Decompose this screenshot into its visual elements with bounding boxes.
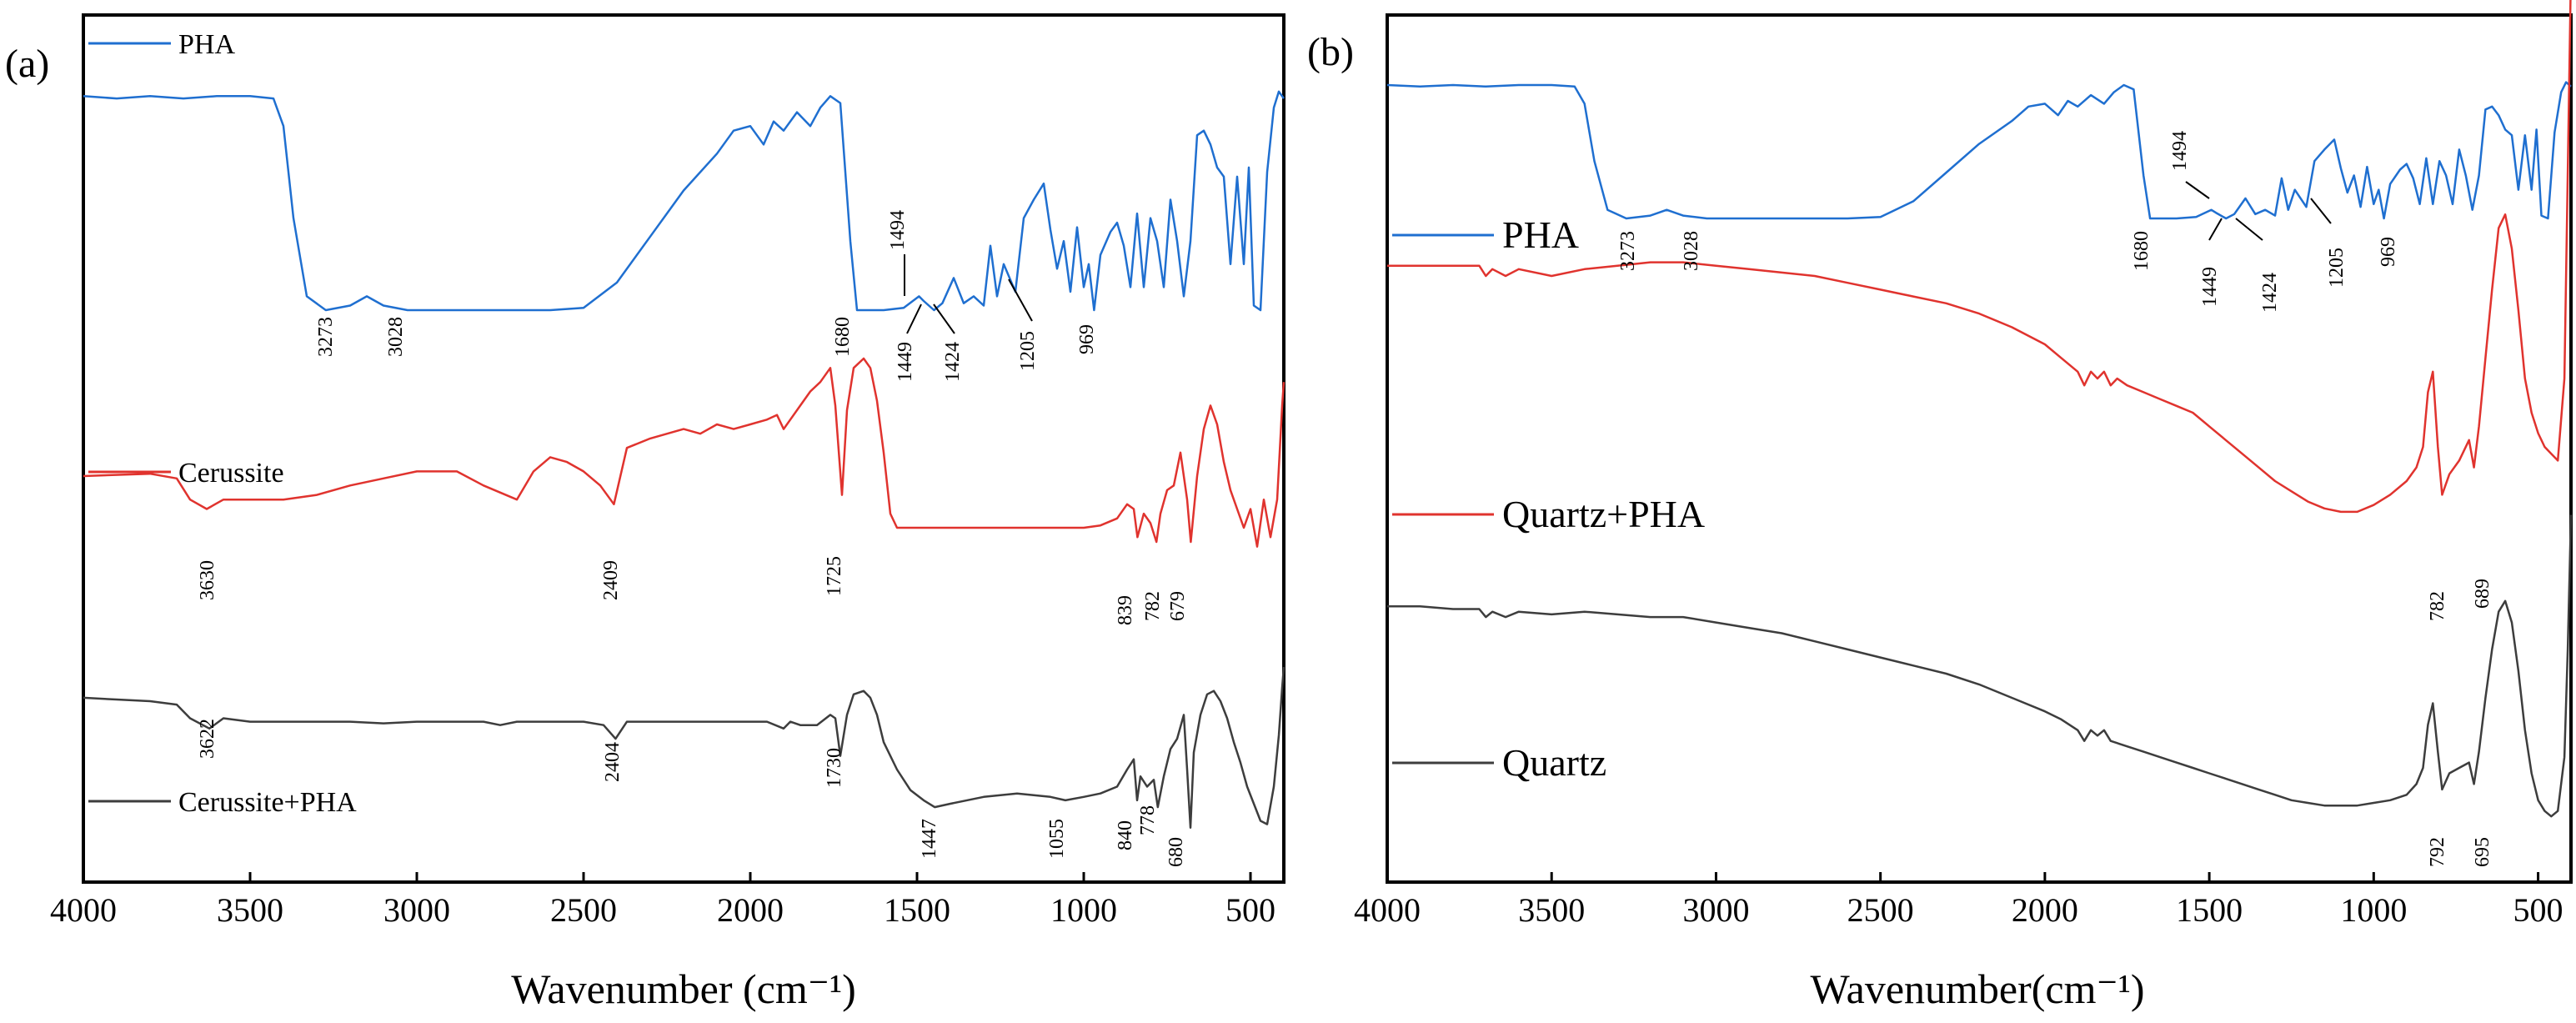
x-tick-label-a-3000: 3000 [383,891,450,929]
legend-label-pha-a: PHA [178,29,235,60]
series-group-a [83,90,1285,829]
panel-label-a: (a) [5,42,49,86]
x-axis-title-b: Wavenumber(cm⁻¹) [1810,965,2144,1012]
ann-a-cerussite-2409: 2409 [600,560,622,600]
ann-a-pha-3273: 3273 [315,317,337,357]
x-tick-label-a-2000: 2000 [717,891,784,929]
ann-a-cerussite-1725: 1725 [824,556,845,596]
ann-b-pha-3028: 3028 [1681,231,1702,271]
arrow-a-1205 [1008,278,1033,322]
ann-b-pha-1680: 1680 [2131,231,2153,271]
plot-frame-b [1386,13,2573,884]
x-axis-a: 4000 3500 3000 2500 2000 1500 1000 500 [50,872,1275,929]
ann-b-qp-689: 689 [2472,579,2493,609]
arrow-a-1449 [906,303,922,334]
ann-b-pha-1449: 1449 [2199,267,2221,307]
series-line-a-cerussite-pha [83,666,1285,829]
x-tick-label-b-2500: 2500 [1847,891,1914,929]
legend-label-quartz-pha-b: Quartz+PHA [1502,493,1705,535]
ann-a-pha-1494: 1494 [887,210,909,250]
ann-b-q-792: 792 [2427,837,2448,867]
arrow-b-1494 [2185,181,2210,199]
legend-label-pha-b: PHA [1502,213,1579,256]
arrow-b-1449 [2208,218,2223,241]
ann-a-cp-3622: 3622 [197,719,218,759]
x-tick-label-a-4000: 4000 [50,891,117,929]
ann-a-cerussite-679: 679 [1167,591,1189,621]
legend-label-cerussite-pha-a: Cerussite+PHA [178,787,357,818]
ann-b-pha-1424: 1424 [2259,273,2281,313]
x-axis-title-a: Wavenumber (cm⁻¹) [511,965,856,1012]
x-tick-label-a-1000: 1000 [1050,891,1117,929]
ann-a-pha-1449: 1449 [895,342,916,382]
x-axis-b: 4000 3500 3000 2500 2000 1500 1000 500 [1354,872,2563,929]
series-line-a-cerussite [83,357,1285,548]
ann-a-cp-778: 778 [1137,805,1159,835]
ann-a-cp-1447: 1447 [919,819,940,859]
series-line-a-pha [83,90,1285,312]
ann-a-cerussite-782: 782 [1142,591,1164,621]
x-tick-label-a-1500: 1500 [884,891,950,929]
ann-b-pha-969: 969 [2378,237,2399,267]
ann-a-cp-1730: 1730 [824,748,845,788]
arrow-b-1424 [2235,218,2263,241]
series-line-b-quartz-pha [1387,0,2572,514]
x-tick-label-a-3500: 3500 [217,891,283,929]
x-tick-label-b-500: 500 [2513,891,2563,929]
ann-a-cp-1055: 1055 [1046,819,1068,859]
ann-a-cerussite-839: 839 [1115,595,1136,625]
legend-label-quartz-b: Quartz [1502,741,1606,784]
x-tick-label-a-2500: 2500 [550,891,617,929]
ann-b-pha-1205: 1205 [2326,248,2348,288]
series-line-b-pha [1386,81,2572,220]
ann-a-pha-969: 969 [1076,324,1098,354]
x-tick-label-a-500: 500 [1225,891,1275,929]
x-tick-label-b-3000: 3000 [1682,891,1749,929]
arrow-b-1205 [2310,198,2332,224]
series-line-b-quartz [1387,514,2573,818]
ann-a-cp-2404: 2404 [602,742,624,782]
ann-a-pha-1680: 1680 [832,317,854,357]
x-tick-label-b-3500: 3500 [1518,891,1585,929]
ann-a-cp-680: 680 [1165,837,1187,867]
ann-a-pha-3028: 3028 [385,317,407,357]
ann-a-pha-1424: 1424 [942,342,964,382]
ann-b-q-695: 695 [2472,837,2493,867]
x-tick-label-b-2000: 2000 [2012,891,2078,929]
x-tick-label-b-1000: 1000 [2340,891,2407,929]
ann-a-cerussite-3630: 3630 [197,560,218,600]
x-tick-label-b-1500: 1500 [2176,891,2243,929]
ann-b-pha-3273: 3273 [1617,231,1639,271]
ann-b-pha-1494: 1494 [2169,131,2191,171]
ann-a-cp-840: 840 [1115,820,1136,850]
ann-b-qp-782: 782 [2427,591,2448,621]
panel-a: (a) 4000 3500 3000 2500 2000 1500 1000 500 Wave… [5,13,1285,1012]
arrow-a-1424 [933,303,955,334]
panel-b: (b) 4000 3500 3000 2500 2000 1500 1000 500 Wave… [1307,0,2573,1012]
panel-label-b: (b) [1307,30,1354,74]
legend-label-cerussite-a: Cerussite [178,458,284,489]
plot-frame-a [82,13,1285,884]
series-group-b [1386,0,2573,818]
x-tick-label-b-4000: 4000 [1354,891,1421,929]
ann-a-pha-1205: 1205 [1017,331,1039,371]
